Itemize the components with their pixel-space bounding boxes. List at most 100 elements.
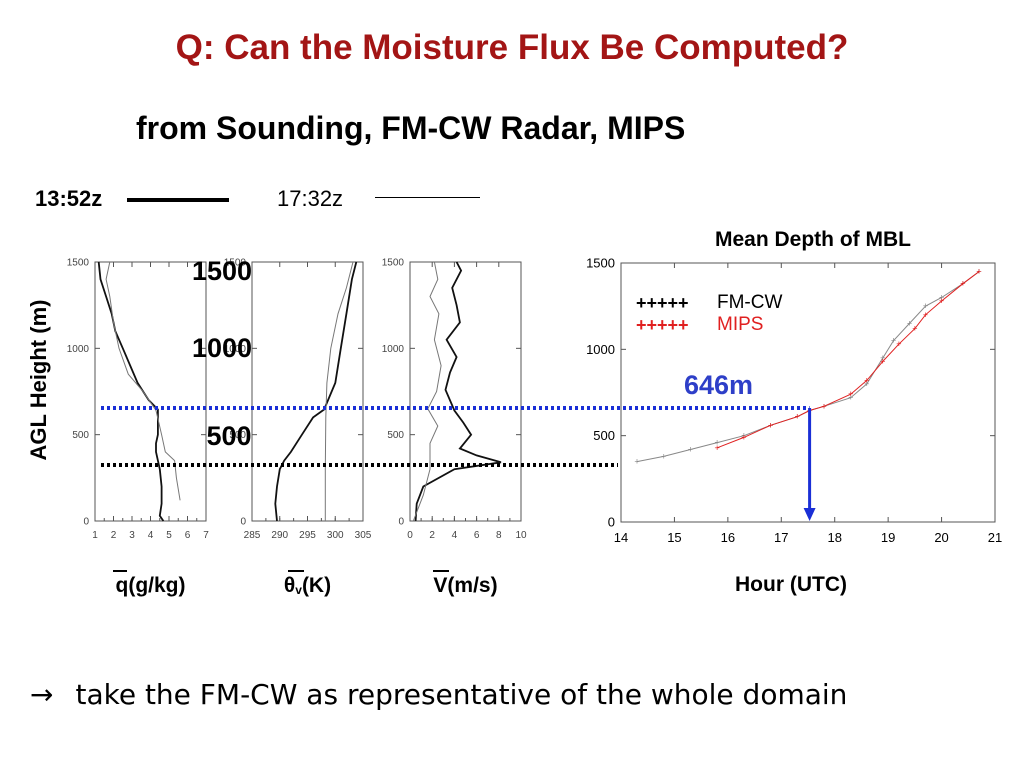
x-tick-label: 5 [166,530,172,541]
x-tick-label: 21 [988,530,1002,545]
x-tick-label: 6 [185,530,191,541]
x-tick-label: 290 [271,530,288,541]
x-tick-label: 0 [407,530,413,541]
x-tick-label: 4 [452,530,458,541]
hour-arrow-head [803,508,816,521]
x-tick-label: 20 [934,530,948,545]
x-tick-label: 10 [515,530,527,541]
x-tick-label: 19 [881,530,895,545]
mbl-marker-fm-cw: + [923,301,928,311]
legend-label-mips: MIPS [717,314,763,335]
x-axis-label-part: (K) [302,574,331,597]
y-tick-label: 1000 [67,344,90,355]
slide-subtitle: from Sounding, FM-CW Radar, MIPS [136,110,686,146]
x-axis-label-part: v [295,583,302,597]
y-tick-label: 1000 [224,344,247,355]
x-tick-label: 285 [244,530,261,541]
x-axis-label: q(g/kg) [116,574,186,597]
y-tick-label: 500 [229,430,246,441]
x-tick-label: 8 [496,530,502,541]
y-tick-label: 500 [387,430,404,441]
mbl-marker-fm-cw: + [848,393,853,403]
mbl-marker-fm-cw: + [907,318,912,328]
mbl-chart-title: Mean Depth of MBL [715,228,911,251]
x-tick-label: 305 [355,530,372,541]
mbl-marker-mips: + [976,267,981,277]
y-tick-label: 1000 [586,342,615,357]
x-tick-label: 18 [827,530,841,545]
mbl-marker-mips: + [795,412,800,422]
x-tick-label: 2 [111,530,117,541]
profile-line-thick [97,261,165,522]
x-axis-label-part: q [116,574,129,597]
mbl-annotation: 646m [684,370,753,400]
mbl-marker-mips: + [864,375,869,385]
mbl-marker-fm-cw: + [741,431,746,441]
time-label-thin: 17:32z [277,186,344,211]
conclusion-text: take the FM-CW as representative of the … [75,678,848,711]
x-tick-label: 14 [614,530,628,545]
mbl-marker-mips: + [741,432,746,442]
y-tick-label: 500 [593,428,615,443]
x-axis-label: θv(K) [284,574,331,597]
x-tick-label: 4 [148,530,154,541]
x-axis-label-part: (m/s) [447,574,497,597]
height-overlay-label: 1500 [192,256,252,286]
x-axis-label: V(m/s) [433,574,497,597]
y-axis-label: AGL Height (m) [26,300,51,461]
mbl-marker-mips: + [960,279,965,289]
height-overlay-label: 500 [206,421,251,451]
mbl-marker-mips: + [880,356,885,366]
x-tick-label: 300 [327,530,344,541]
mbl-marker-fm-cw: + [661,451,666,461]
x-tick-label: 1 [92,530,98,541]
y-tick-label: 0 [608,515,615,530]
mbl-marker-mips: + [821,401,826,411]
mbl-marker-mips: + [912,324,917,334]
mbl-marker-mips: + [768,420,773,430]
mbl-marker-mips: + [939,296,944,306]
x-tick-label: 3 [129,530,135,541]
x-tick-label: 17 [774,530,788,545]
arrow-right-icon: → [30,678,54,711]
plot-frame-4 [620,262,996,523]
y-tick-label: 1000 [382,344,405,355]
y-tick-label: 0 [240,517,246,528]
mbl-marker-fm-cw: + [634,457,639,467]
conclusion-line: → take the FM-CW as representative of the… [30,678,847,711]
profile-line-thin [105,261,181,501]
profile-line-thin [412,261,442,522]
y-tick-label: 1500 [382,258,405,269]
x-axis-label-part: (g/kg) [128,574,185,597]
legend-marker-fm-cw: +++++ [636,293,689,313]
plot-frame-1 [94,261,207,522]
legend-marker-mips: +++++ [636,315,689,335]
y-tick-label: 0 [83,517,89,528]
x-tick-label: 7 [203,530,209,541]
height-overlay-label: 1000 [192,333,252,363]
mbl-marker-fm-cw: + [715,438,720,448]
x-tick-label: 16 [721,530,735,545]
time-label-thick: 13:52z [35,186,103,211]
mbl-marker-mips: + [715,443,720,453]
profile-line-thick [414,261,502,522]
legend-line-thick [127,198,229,202]
x-tick-label: 6 [474,530,480,541]
mbl-marker-fm-cw: + [864,379,869,389]
x-tick-label: 15 [667,530,681,545]
mbl-marker-fm-cw: + [880,353,885,363]
legend-label-fm-cw: FM-CW [717,292,782,313]
profile-line-thin [324,261,354,521]
mbl-marker-fm-cw: + [939,293,944,303]
legend-line-thin [375,197,480,198]
x-axis-label-part: V [433,574,447,597]
y-tick-label: 0 [398,517,404,528]
y-tick-label: 1500 [586,256,615,271]
y-tick-label: 1500 [67,258,90,269]
mbl-x-axis-label: Hour (UTC) [735,573,847,596]
mbl-line-fm-cw [636,271,980,463]
mbl-marker-fm-cw: + [891,336,896,346]
mbl-marker-mips: + [848,389,853,399]
x-axis-label-part: θ [284,574,295,597]
